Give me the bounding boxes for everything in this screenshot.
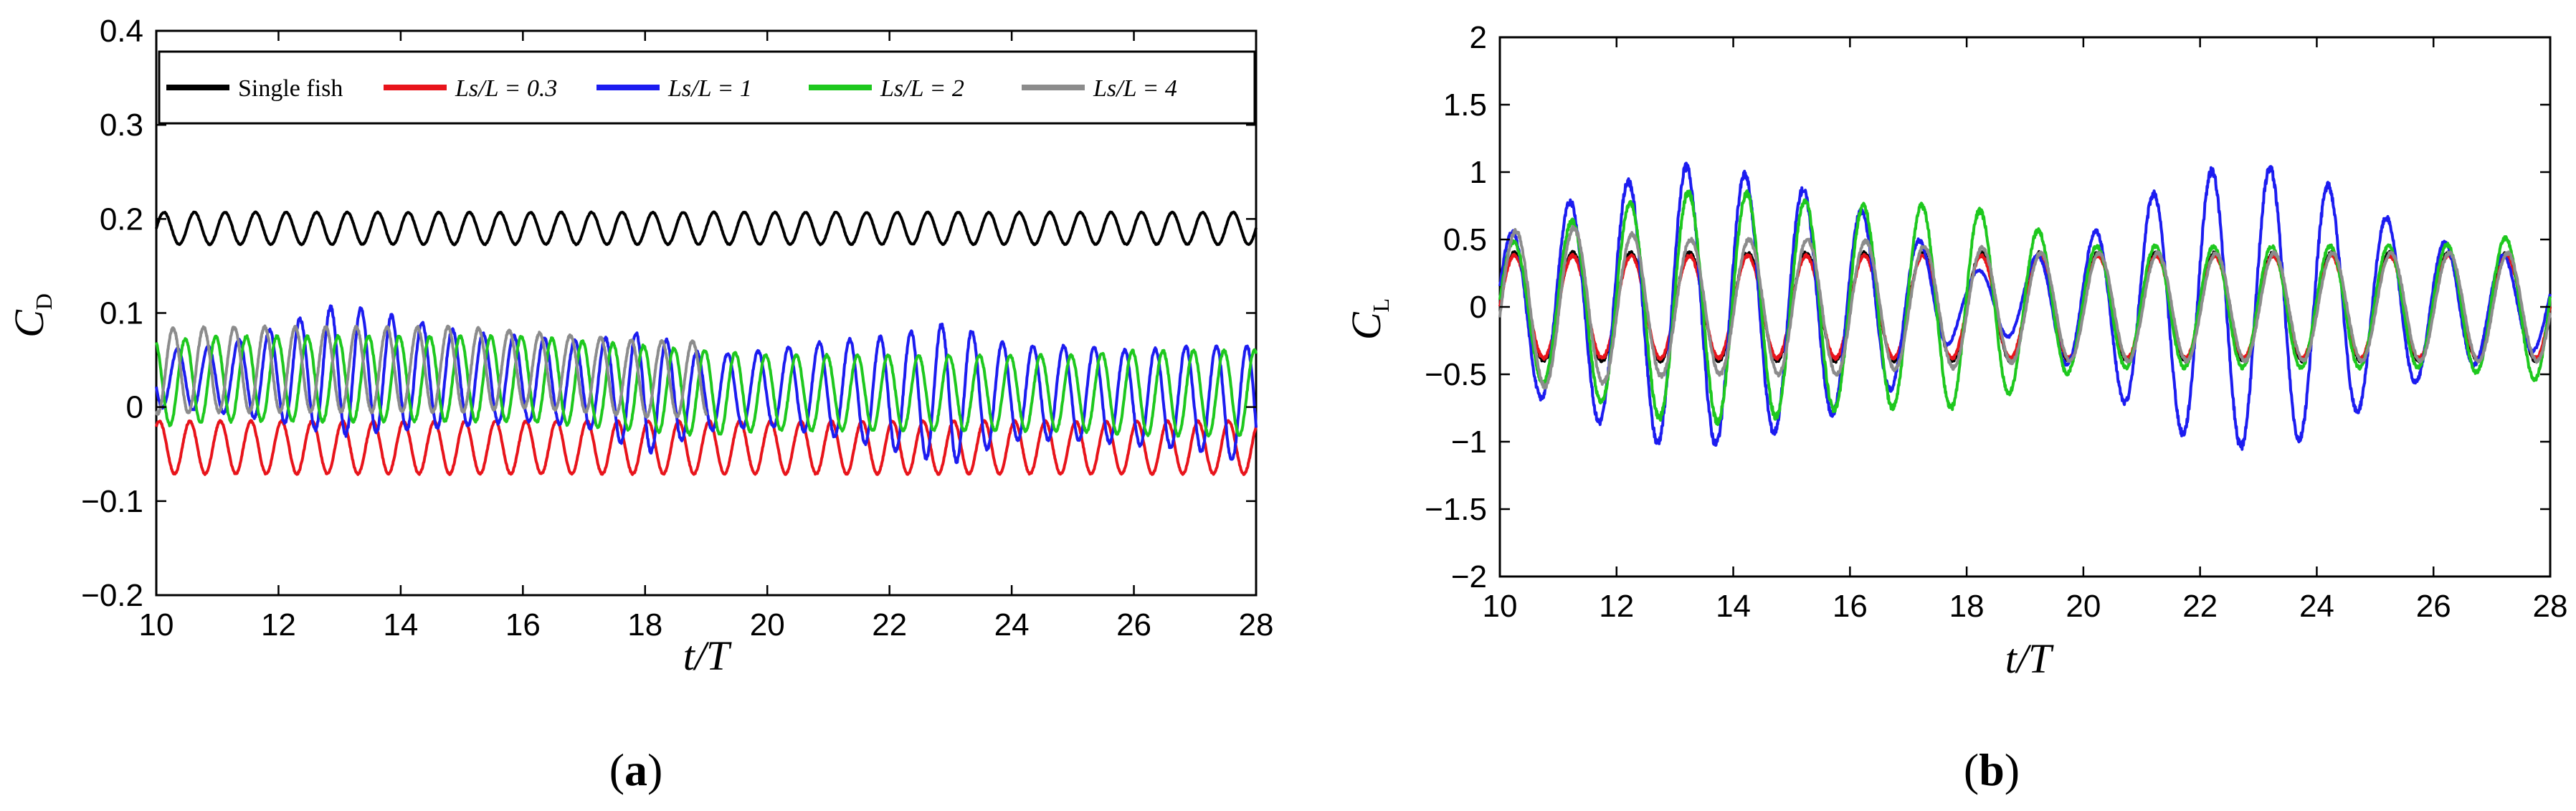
y-tick-label: 0 bbox=[1470, 290, 1487, 325]
x-tick-label: 24 bbox=[2299, 589, 2334, 624]
panel-a-label-open: ( bbox=[609, 744, 624, 795]
panel-a-y-axis-label: CD bbox=[6, 293, 57, 338]
y-tick-label: −1 bbox=[1451, 425, 1487, 460]
ylabel-b-sub: L bbox=[1368, 298, 1394, 313]
panel-a-label-letter: a bbox=[624, 744, 647, 795]
panel-a-chart: 10 12 14 16 18 20 22 24 26 28 −0.2 −0.1 0 0.1 0.2 0.3 0… bbox=[6, 14, 1273, 795]
legend-items: Single fish Ls/L = 0.3 Ls/L = 1 Ls/L = 2 Ls/… bbox=[166, 75, 1177, 102]
panel-a-x-axis-label: t/T bbox=[683, 632, 732, 679]
panel-a-series-group bbox=[155, 210, 1258, 476]
y-tick-label: 0.3 bbox=[100, 108, 143, 143]
legend-label-ls-l-0-3: Ls/L = 0.3 bbox=[455, 75, 557, 102]
panel-b-label-letter: b bbox=[1979, 744, 2005, 795]
x-tick-label: 10 bbox=[139, 607, 174, 642]
y-tick-label: −0.5 bbox=[1425, 357, 1487, 392]
x-tick-label: 26 bbox=[1116, 607, 1151, 642]
y-tick-label: 0.5 bbox=[1443, 222, 1487, 257]
y-tick-label: −2 bbox=[1451, 559, 1487, 594]
series-line-ls-l-0-3 bbox=[155, 419, 1258, 476]
y-tick-label: −0.1 bbox=[81, 484, 143, 519]
y-tick-label: −1.5 bbox=[1425, 492, 1487, 527]
panel-a-label: (a) bbox=[609, 744, 663, 795]
x-tick-label: 26 bbox=[2416, 589, 2451, 624]
y-tick-label: 2 bbox=[1470, 20, 1487, 55]
y-tick-label: 1 bbox=[1470, 155, 1487, 190]
x-tick-label: 22 bbox=[872, 607, 907, 642]
x-tick-label: 24 bbox=[994, 607, 1030, 642]
x-tick-label: 10 bbox=[1483, 589, 1518, 624]
x-tick-label: 28 bbox=[2533, 589, 2568, 624]
panel-a-y-axis-ticks: −0.2 −0.1 0 0.1 0.2 0.3 0.4 bbox=[81, 14, 1256, 613]
y-tick-label: 0.2 bbox=[100, 201, 143, 237]
panel-b-y-axis-label: CL bbox=[1343, 298, 1394, 340]
legend-label-ls-l-1: Ls/L = 1 bbox=[667, 75, 752, 102]
series-line-ls-l-4 bbox=[1498, 224, 2552, 390]
series-line-ls-l-2 bbox=[1498, 189, 2552, 427]
y-tick-label: −0.2 bbox=[81, 578, 143, 613]
panel-b-series-group bbox=[1498, 161, 2552, 451]
x-tick-label: 22 bbox=[2182, 589, 2218, 624]
x-tick-label: 20 bbox=[750, 607, 785, 642]
x-tick-label: 14 bbox=[383, 607, 418, 642]
panel-b-chart: 10 12 14 16 18 20 22 24 26 28 −2 −1.5 −1 −0.5 0 0.5 1 1.… bbox=[1343, 20, 2567, 795]
x-tick-label: 12 bbox=[261, 607, 296, 642]
ylabel-a-sub: D bbox=[31, 293, 57, 310]
y-tick-label: 0.4 bbox=[100, 14, 143, 49]
x-tick-label: 18 bbox=[1949, 589, 1985, 624]
panel-b-x-axis-label: t/T bbox=[2005, 635, 2054, 682]
x-tick-label: 14 bbox=[1716, 589, 1751, 624]
panel-b-label: (b) bbox=[1964, 744, 2020, 795]
panel-b-y-axis-label-group: CL bbox=[1343, 298, 1394, 340]
x-tick-label: 16 bbox=[505, 607, 541, 642]
panel-b-label-open: ( bbox=[1964, 744, 1979, 795]
panel-a-legend: Single fish Ls/L = 0.3 Ls/L = 1 Ls/L = 2 Ls/… bbox=[158, 50, 1256, 125]
legend-label-ls-l-4: Ls/L = 4 bbox=[1093, 75, 1177, 102]
legend-label-single-fish: Single fish bbox=[238, 75, 343, 102]
panel-b-label-close: ) bbox=[2005, 744, 2020, 795]
panel-b-y-axis-ticks: −2 −1.5 −1 −0.5 0 0.5 1 1.5 2 bbox=[1425, 20, 2550, 594]
legend-label-ls-l-2: Ls/L = 2 bbox=[880, 75, 964, 102]
y-tick-label: 1.5 bbox=[1443, 87, 1487, 123]
y-tick-label: 0.1 bbox=[100, 296, 143, 331]
panel-a-y-axis-label-group: CD bbox=[6, 293, 57, 338]
x-tick-label: 18 bbox=[627, 607, 662, 642]
x-tick-label: 12 bbox=[1599, 589, 1634, 624]
x-tick-label: 28 bbox=[1239, 607, 1274, 642]
series-line-single-fish bbox=[155, 210, 1258, 247]
x-tick-label: 20 bbox=[2066, 589, 2101, 624]
panel-b-x-axis-ticks: 10 12 14 16 18 20 22 24 26 28 bbox=[1483, 37, 2568, 624]
series-line-ls-l-4 bbox=[155, 324, 708, 419]
y-tick-label: 0 bbox=[126, 390, 143, 425]
series-line-ls-l-2 bbox=[155, 333, 1258, 438]
panel-a-label-close: ) bbox=[647, 744, 662, 795]
series-line-ls-l-1 bbox=[155, 304, 1258, 465]
x-tick-label: 16 bbox=[1833, 589, 1868, 624]
panel-a-x-axis-ticks: 10 12 14 16 18 20 22 24 26 28 bbox=[139, 31, 1274, 642]
